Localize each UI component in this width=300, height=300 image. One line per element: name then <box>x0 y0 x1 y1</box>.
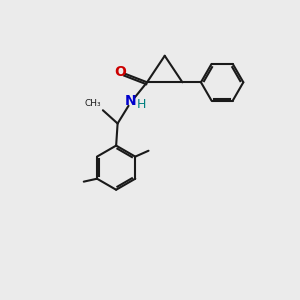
Text: H: H <box>136 98 146 111</box>
Text: CH₃: CH₃ <box>85 99 101 108</box>
Text: O: O <box>115 65 127 79</box>
Text: N: N <box>125 94 137 108</box>
